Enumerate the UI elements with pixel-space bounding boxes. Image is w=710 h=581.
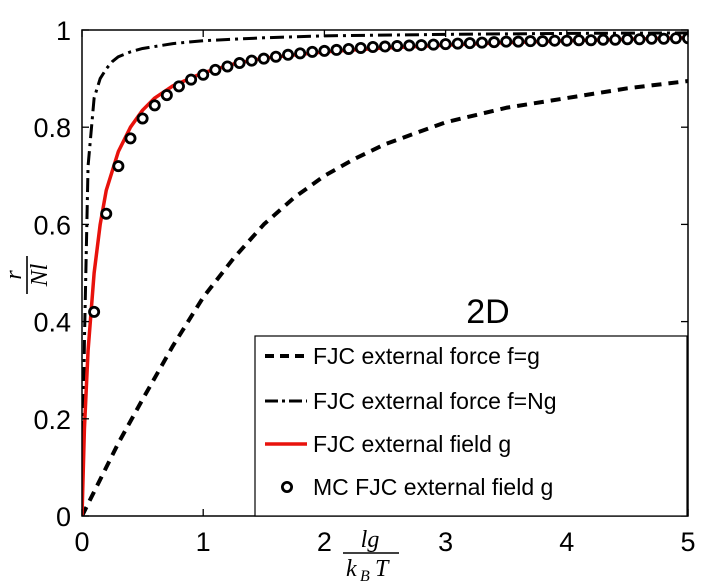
data-point xyxy=(439,38,452,51)
data-point xyxy=(318,44,331,57)
x-label-numerator: lg xyxy=(361,527,380,553)
series-mc-fjc-external-field-g xyxy=(88,32,688,318)
legend-box xyxy=(254,335,688,517)
data-point xyxy=(160,89,173,102)
data-point xyxy=(463,37,476,50)
y-tick-label: 0.2 xyxy=(33,405,71,435)
data-point xyxy=(378,40,391,53)
data-point xyxy=(427,38,440,51)
panel-label: 2D xyxy=(466,293,509,331)
data-point xyxy=(633,33,646,46)
y-tick-label: 0 xyxy=(56,502,71,532)
series-line-fjc-external-force-f-g xyxy=(82,79,688,516)
x-tick-label: 4 xyxy=(559,527,574,557)
x-label-denominator-t: T xyxy=(375,556,390,581)
data-point xyxy=(645,32,658,45)
data-point xyxy=(415,39,428,52)
data-point xyxy=(597,33,610,46)
y-label-numerator: r xyxy=(1,270,27,280)
data-point xyxy=(621,33,634,46)
x-label-denominator-sub: B xyxy=(360,568,370,581)
x-axis-label: lg k B T xyxy=(343,527,399,581)
y-axis-label: r Nl xyxy=(1,256,53,294)
x-tick-label: 0 xyxy=(74,527,89,557)
data-point xyxy=(342,42,355,55)
data-point xyxy=(209,63,222,76)
legend: FJC external force f=g FJC external forc… xyxy=(254,335,688,517)
x-label-denominator-k: k xyxy=(346,556,357,581)
data-point xyxy=(257,52,270,65)
data-point xyxy=(269,50,282,63)
data-point xyxy=(391,40,404,53)
data-point xyxy=(512,35,525,48)
data-point xyxy=(585,34,598,47)
series-layer xyxy=(82,31,688,516)
data-point xyxy=(488,36,501,49)
data-point xyxy=(548,34,561,47)
legend-label-force-g: FJC external force f=g xyxy=(313,343,540,369)
data-point xyxy=(148,99,161,112)
y-tick-label: 0.8 xyxy=(33,113,71,143)
data-point xyxy=(172,80,185,93)
x-tick-label: 3 xyxy=(438,527,453,557)
data-point xyxy=(609,33,622,46)
data-point xyxy=(221,60,234,73)
data-point xyxy=(354,41,367,54)
data-point xyxy=(185,73,198,86)
x-tick-label: 5 xyxy=(680,527,695,557)
data-point xyxy=(294,47,307,60)
data-point xyxy=(403,39,416,52)
data-point xyxy=(475,36,488,49)
data-point xyxy=(136,112,149,125)
series-line-fjc-external-force-f-ng xyxy=(82,31,688,516)
legend-swatch-mc-field-g xyxy=(280,480,293,493)
legend-label-field-g: FJC external field g xyxy=(313,431,511,457)
x-tick-label: 2 xyxy=(317,527,332,557)
data-point xyxy=(536,35,549,48)
data-point xyxy=(669,32,682,45)
y-tick-label: 0.6 xyxy=(33,210,71,240)
axis-ticks: 0 1 2 3 4 5 0 0.2 0.4 0.6 0.8 1 xyxy=(33,16,695,557)
legend-label-force-ng: FJC external force f=Ng xyxy=(313,388,557,414)
data-point xyxy=(197,68,210,81)
legend-label-mc-field-g: MC FJC external field g xyxy=(313,474,553,500)
data-point xyxy=(100,207,113,220)
data-point xyxy=(682,32,688,45)
x-tick-label: 1 xyxy=(196,527,211,557)
data-point xyxy=(366,41,379,54)
y-tick-label: 1 xyxy=(56,16,71,46)
data-point xyxy=(330,43,343,56)
y-label-denominator: Nl xyxy=(27,263,53,287)
data-point xyxy=(560,34,573,47)
data-point xyxy=(306,45,319,58)
data-point xyxy=(88,305,101,318)
data-point xyxy=(657,32,670,45)
data-point xyxy=(500,35,513,48)
data-point xyxy=(245,54,258,67)
data-point xyxy=(124,132,137,145)
data-point xyxy=(572,34,585,47)
data-point xyxy=(524,35,537,48)
data-point xyxy=(233,57,246,70)
data-point xyxy=(112,160,125,173)
data-point xyxy=(451,37,464,50)
y-tick-label: 0.4 xyxy=(33,308,71,338)
data-point xyxy=(282,48,295,61)
